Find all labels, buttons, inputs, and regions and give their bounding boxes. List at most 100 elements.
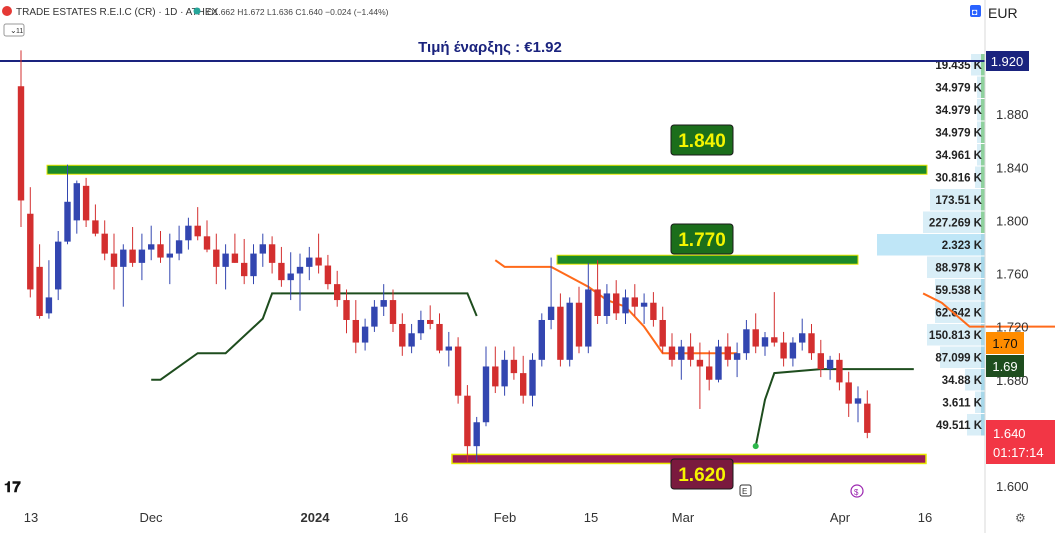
header-bar: TRADE ESTATES R.E.I.C (CR) · 1D · ATHEX … [2, 6, 389, 37]
candle-body [789, 342, 797, 359]
candle-body [36, 266, 43, 316]
tradingview-logo-icon: 𝟏𝟕 [4, 479, 21, 496]
volume-profile-label: 59.538 K [935, 285, 982, 297]
candle-body [678, 346, 685, 360]
time-axis-tick: Mar [672, 510, 695, 525]
price-axis-tick: 1.760 [996, 267, 1029, 282]
volume-profile-bar [877, 234, 985, 256]
candle-body [575, 302, 583, 347]
candle-body [324, 265, 332, 285]
volume-profile-edge [981, 414, 985, 436]
volume-profile-edge [981, 189, 985, 211]
candle-body [315, 257, 322, 266]
volume-profile-bar [923, 211, 985, 233]
candle-body [854, 398, 862, 404]
candle-body [733, 353, 741, 360]
candle-body [482, 366, 490, 423]
candle-body [445, 346, 452, 351]
dividend-marker-icon[interactable]: $ [850, 484, 864, 498]
indicator-line [754, 368, 914, 447]
volume-profile-edge [981, 166, 985, 188]
callout-1620-label: 1.620 [678, 465, 726, 486]
resistance-zone-1840 [46, 164, 928, 175]
candle-body [55, 241, 62, 290]
candle-body [408, 333, 415, 347]
volume-profile-label: 62.642 K [935, 308, 982, 320]
volume-profile-edge [981, 324, 985, 346]
indicator-line [922, 292, 1055, 328]
candle-body [464, 395, 471, 447]
volume-profile-edge [981, 369, 985, 391]
candle-body [715, 346, 722, 380]
badge-orange-line-text: 1.70 [992, 336, 1017, 351]
candle-body [231, 253, 239, 263]
indicators-toggle-icon[interactable]: ⌄ [10, 26, 17, 35]
volume-profile-bar [975, 391, 985, 413]
candle-body [27, 213, 34, 290]
indicator-lines [151, 259, 1055, 447]
volume-profile-bar [975, 166, 985, 188]
candle-body [687, 346, 694, 360]
candle-body [110, 253, 118, 267]
volume-profile-label: 34.961 K [935, 150, 982, 162]
candle-body [585, 289, 592, 347]
volume-profile-label: 150.813 K [929, 330, 983, 342]
volume-profile-label: 227.269 K [929, 218, 983, 230]
callout-1620: 1.620 [670, 458, 734, 490]
symbol-title[interactable]: TRADE ESTATES R.E.I.C (CR) · 1D · ATHEX [16, 7, 219, 18]
candle-body [613, 293, 620, 314]
candle-body [296, 266, 304, 274]
candle-body [427, 319, 434, 324]
earnings-marker-icon[interactable]: E [739, 484, 752, 497]
candle-body [864, 403, 871, 433]
time-axis[interactable]: 13 Dec 2024 16 Feb 15 Mar Apr 16 [24, 510, 932, 525]
ohlc-readout: O1.662 H1.672 L1.636 C1.640 −0.024 (−1.4… [207, 7, 389, 17]
stop-start-dot [752, 443, 759, 450]
volume-profile-label: 173.51 K [935, 195, 982, 207]
candle-body [157, 244, 164, 258]
volume-profile-bar [965, 369, 985, 391]
time-axis-tick: 16 [394, 510, 408, 525]
time-axis-tick: Apr [830, 510, 851, 525]
candle-body [520, 373, 527, 396]
settings-gear-icon[interactable]: ⚙ [1015, 511, 1026, 525]
candle-body [417, 319, 425, 334]
volume-profile-bar [967, 414, 985, 436]
time-axis-tick: 2024 [301, 510, 331, 525]
candle-body [194, 225, 201, 237]
volume-profile-edge [981, 121, 985, 143]
currency-selector[interactable]: ◘ EUR [970, 5, 1018, 21]
candle-body [594, 289, 601, 316]
candles [17, 50, 871, 463]
indicator-line [151, 292, 478, 381]
volume-profile-label: 30.816 K [935, 173, 982, 185]
volume-profile-label: 34.88 K [942, 375, 983, 387]
candle-body [45, 297, 53, 314]
volume-profile-label: 3.611 K [942, 398, 982, 410]
candle-body [389, 300, 397, 324]
candle-body [724, 346, 731, 360]
candle-body [640, 302, 648, 307]
bar-countdown-text: 01:17:14 [993, 445, 1044, 460]
badge-open-price: 1.920 [986, 51, 1029, 71]
price-axis-tick: 1.720 [996, 320, 1029, 335]
volume-profile-bar [940, 346, 985, 368]
symbol-logo-icon [2, 6, 12, 16]
candle-body [826, 359, 834, 370]
time-axis-tick: Dec [139, 510, 163, 525]
candle-body [473, 422, 480, 447]
candle-body [845, 382, 852, 404]
currency-label[interactable]: EUR [988, 5, 1018, 21]
volume-profile-edge [981, 99, 985, 121]
candle-body [175, 240, 183, 254]
candle-body [138, 249, 146, 263]
candle-body [380, 300, 387, 307]
price-axis-tick: 1.840 [996, 160, 1029, 175]
volume-profile-edge [981, 346, 985, 368]
badge-green-line-text: 1.69 [992, 359, 1017, 374]
candle-body [761, 337, 769, 347]
indicators-count[interactable]: 11 [16, 28, 23, 35]
candle-body [241, 262, 248, 277]
candle-body [343, 300, 350, 320]
